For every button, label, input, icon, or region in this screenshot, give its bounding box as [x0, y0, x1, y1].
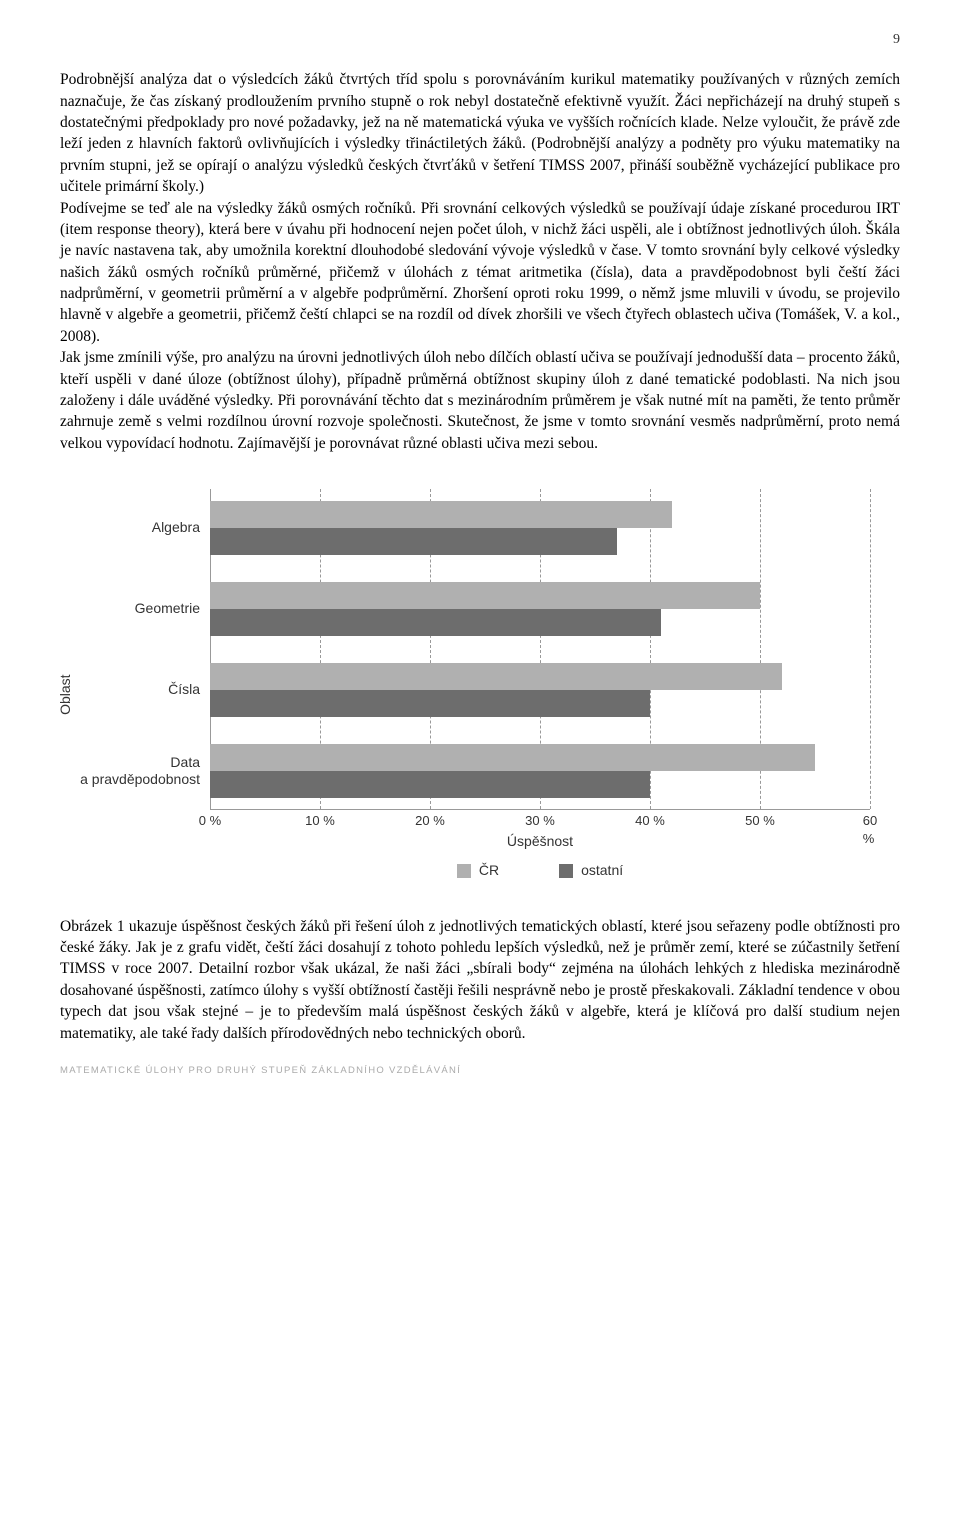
x-axis-line [210, 809, 870, 810]
chart-bar [210, 528, 617, 555]
chart-bar [210, 609, 661, 636]
chart-bar [210, 744, 815, 771]
chart-bar [210, 501, 672, 528]
chart-legend: ČR ostatní [210, 861, 870, 880]
x-tick-label: 0 % [199, 812, 221, 830]
chart-bar [210, 690, 650, 717]
x-tick-label: 10 % [305, 812, 335, 830]
legend-item: ostatní [559, 861, 623, 880]
body-text-block-2: Obrázek 1 ukazuje úspěšnost českých žáků… [60, 916, 900, 1044]
chart-container: Oblast AlgebraGeometrieČíslaDataa pravdě… [60, 489, 900, 881]
x-axis-title: Úspěšnost [210, 832, 870, 851]
legend-swatch-icon [457, 864, 471, 878]
paragraph-1: Podrobnější analýza dat o výsledcích žák… [60, 69, 900, 197]
chart-bar [210, 582, 760, 609]
chart-category-label: Čísla [50, 663, 200, 717]
legend-item: ČR [457, 861, 499, 880]
chart-bar [210, 771, 650, 798]
x-tick-label: 50 % [745, 812, 775, 830]
x-tick-label: 20 % [415, 812, 445, 830]
legend-swatch-icon [559, 864, 573, 878]
chart-category-label: Geometrie [50, 582, 200, 636]
chart-category-label: Dataa pravděpodobnost [50, 744, 200, 798]
x-axis: 0 %10 %20 %30 %40 %50 %60 % [210, 809, 870, 829]
x-tick-label: 30 % [525, 812, 555, 830]
x-tick-label: 40 % [635, 812, 665, 830]
gridline [870, 489, 871, 809]
footer-text: MATEMATICKÉ ÚLOHY PRO DRUHÝ STUPEŇ ZÁKLA… [60, 1064, 900, 1077]
legend-label: ostatní [581, 861, 623, 880]
paragraph-2: Podívejme se teď ale na výsledky žáků os… [60, 198, 900, 348]
paragraph-4: Obrázek 1 ukazuje úspěšnost českých žáků… [60, 916, 900, 1044]
legend-label: ČR [479, 861, 499, 880]
chart-category-label: Algebra [50, 501, 200, 555]
page-number: 9 [60, 30, 900, 49]
paragraph-3: Jak jsme zmínili výše, pro analýzu na úr… [60, 347, 900, 454]
chart-plot-area: AlgebraGeometrieČíslaDataa pravděpodobno… [210, 489, 870, 809]
body-text-block-1: Podrobnější analýza dat o výsledcích žák… [60, 69, 900, 454]
chart-bar [210, 663, 782, 690]
x-tick-label: 60 % [863, 812, 877, 848]
